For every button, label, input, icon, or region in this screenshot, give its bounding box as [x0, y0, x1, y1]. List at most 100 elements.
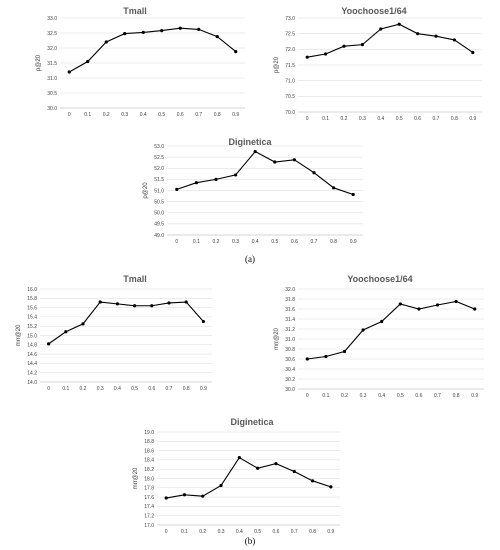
x-tick-label: 0.3: [359, 116, 366, 122]
y-tick-label: 17.0: [144, 523, 154, 529]
series-line: [48, 301, 204, 345]
data-point: [454, 299, 458, 304]
x-tick-label: 0.3: [360, 393, 367, 399]
data-point: [81, 322, 85, 326]
x-tick-label: 0.8: [453, 393, 460, 399]
x-tick-label: 0.3: [232, 239, 239, 245]
data-point: [214, 177, 218, 181]
x-tick-label: 0.8: [451, 116, 458, 122]
x-tick-label: 0.6: [272, 529, 279, 535]
y-tick-label: 53.0: [154, 144, 164, 150]
x-tick-label: 0.2: [341, 393, 348, 399]
x-tick-label: 0.4: [252, 239, 259, 245]
y-tick-label: 31.4: [285, 317, 295, 323]
data-point: [194, 181, 198, 185]
x-tick-label: 0.8: [330, 239, 337, 245]
x-tick-label: 0.1: [62, 386, 69, 392]
data-point: [452, 38, 456, 42]
data-point: [184, 300, 188, 304]
data-point: [434, 34, 438, 38]
x-tick-label: 0.1: [181, 529, 188, 535]
y-tick-label: 31.0: [285, 337, 295, 343]
x-tick-label: 0.4: [378, 393, 385, 399]
y-tick-label: 17.4: [144, 504, 154, 510]
series-line: [68, 27, 237, 73]
data-point: [98, 300, 102, 304]
chart-panel-6: Diginetica 17.0 17.2 17.4 17.6 17.8 18.0 18.2 18…: [133, 417, 340, 535]
chart-panel-4: Tmall 14.0 14.2 14.4 14.6 14.8 15.0 15.2 15.4 15.…: [16, 274, 212, 392]
y-tick-label: 31.2: [285, 327, 295, 333]
x-tick-label: 0.2: [213, 239, 220, 245]
data-point: [160, 29, 164, 33]
x-tick-label: 0.7: [291, 529, 298, 535]
caption-b: (b): [245, 536, 256, 546]
chart-panel-3: Diginetica 49.0 49.5 50.0 50.5 51.0 51.5 52.0 52…: [143, 137, 363, 245]
data-point: [473, 307, 477, 311]
data-point: [115, 302, 119, 306]
data-point: [133, 304, 137, 308]
data-point: [167, 301, 171, 305]
x-tick-label: 0.6: [415, 393, 422, 399]
x-tick-label: 0: [68, 112, 71, 118]
data-point: [292, 158, 296, 162]
y-tick-label: 51.0: [154, 188, 164, 194]
data-point: [310, 479, 315, 483]
x-tick-label: 0.1: [322, 393, 329, 399]
data-point: [274, 462, 278, 466]
chart-panel-2: Yoochoose1/64 70.0 70.5 71.0 71.5 72.0 72.5 73.…: [274, 6, 482, 122]
data-point: [201, 494, 205, 498]
y-tick-label: 14.2: [27, 371, 37, 377]
data-point: [342, 44, 346, 48]
x-tick-label: 0.7: [166, 386, 173, 392]
y-tick-label: 71.5: [285, 63, 295, 69]
x-tick-label: 0: [165, 529, 168, 535]
y-tick-label: 18.6: [144, 448, 154, 454]
x-tick-label: 0.4: [114, 386, 121, 392]
x-tick-label: 0.6: [414, 116, 421, 122]
y-tick-label: 49.5: [154, 222, 164, 228]
y-axis-label: mrr@20: [16, 324, 22, 346]
y-tick-label: 14.0: [27, 380, 37, 386]
x-tick-label: 0.9: [200, 386, 207, 392]
data-point: [324, 354, 328, 359]
data-point: [123, 31, 127, 36]
data-point: [305, 55, 309, 59]
x-tick-label: 0: [306, 393, 309, 399]
data-point: [47, 342, 51, 346]
y-tick-label: 70.0: [285, 110, 295, 116]
data-point: [351, 192, 355, 197]
y-axis-label: p@20: [274, 56, 280, 73]
data-point: [342, 349, 347, 354]
x-tick-label: 0: [306, 116, 309, 122]
data-point: [234, 50, 238, 54]
data-point: [380, 319, 384, 324]
y-tick-label: 31.8: [285, 297, 295, 303]
data-point: [164, 496, 168, 500]
y-tick-label: 17.8: [144, 486, 154, 492]
y-tick-label: 30.4: [285, 367, 295, 373]
chart-panel-5: Yoochoose1/64 30.0 30.2 30.4 30.6 30.8 31.0 31.…: [274, 274, 484, 399]
x-tick-label: 0: [47, 386, 50, 392]
x-tick-label: 0.7: [311, 239, 318, 245]
chart-panel-1: Tmall 30.0 30.5 31.0 31.5 32.0 32.5 33.0 0 0.1 0.2…: [36, 6, 245, 118]
caption-a: (a): [245, 254, 255, 264]
y-tick-label: 70.5: [285, 94, 295, 100]
y-tick-label: 17.2: [144, 514, 154, 520]
x-tick-label: 0.9: [327, 529, 334, 535]
data-point: [86, 59, 90, 64]
data-point: [292, 469, 296, 474]
y-tick-label: 52.0: [154, 166, 164, 172]
x-tick-label: 0.2: [199, 529, 206, 535]
y-tick-label: 32.0: [47, 46, 57, 52]
series-line: [307, 23, 474, 58]
data-point: [435, 303, 440, 307]
y-tick-label: 18.4: [144, 458, 154, 464]
x-tick-label: 0.5: [271, 239, 278, 245]
caption-a-group: (a): [245, 254, 255, 264]
series-line: [176, 150, 354, 196]
x-tick-label: 0.5: [131, 386, 138, 392]
data-point: [237, 455, 241, 460]
x-tick-label: 0.3: [97, 386, 104, 392]
data-point: [398, 302, 402, 306]
